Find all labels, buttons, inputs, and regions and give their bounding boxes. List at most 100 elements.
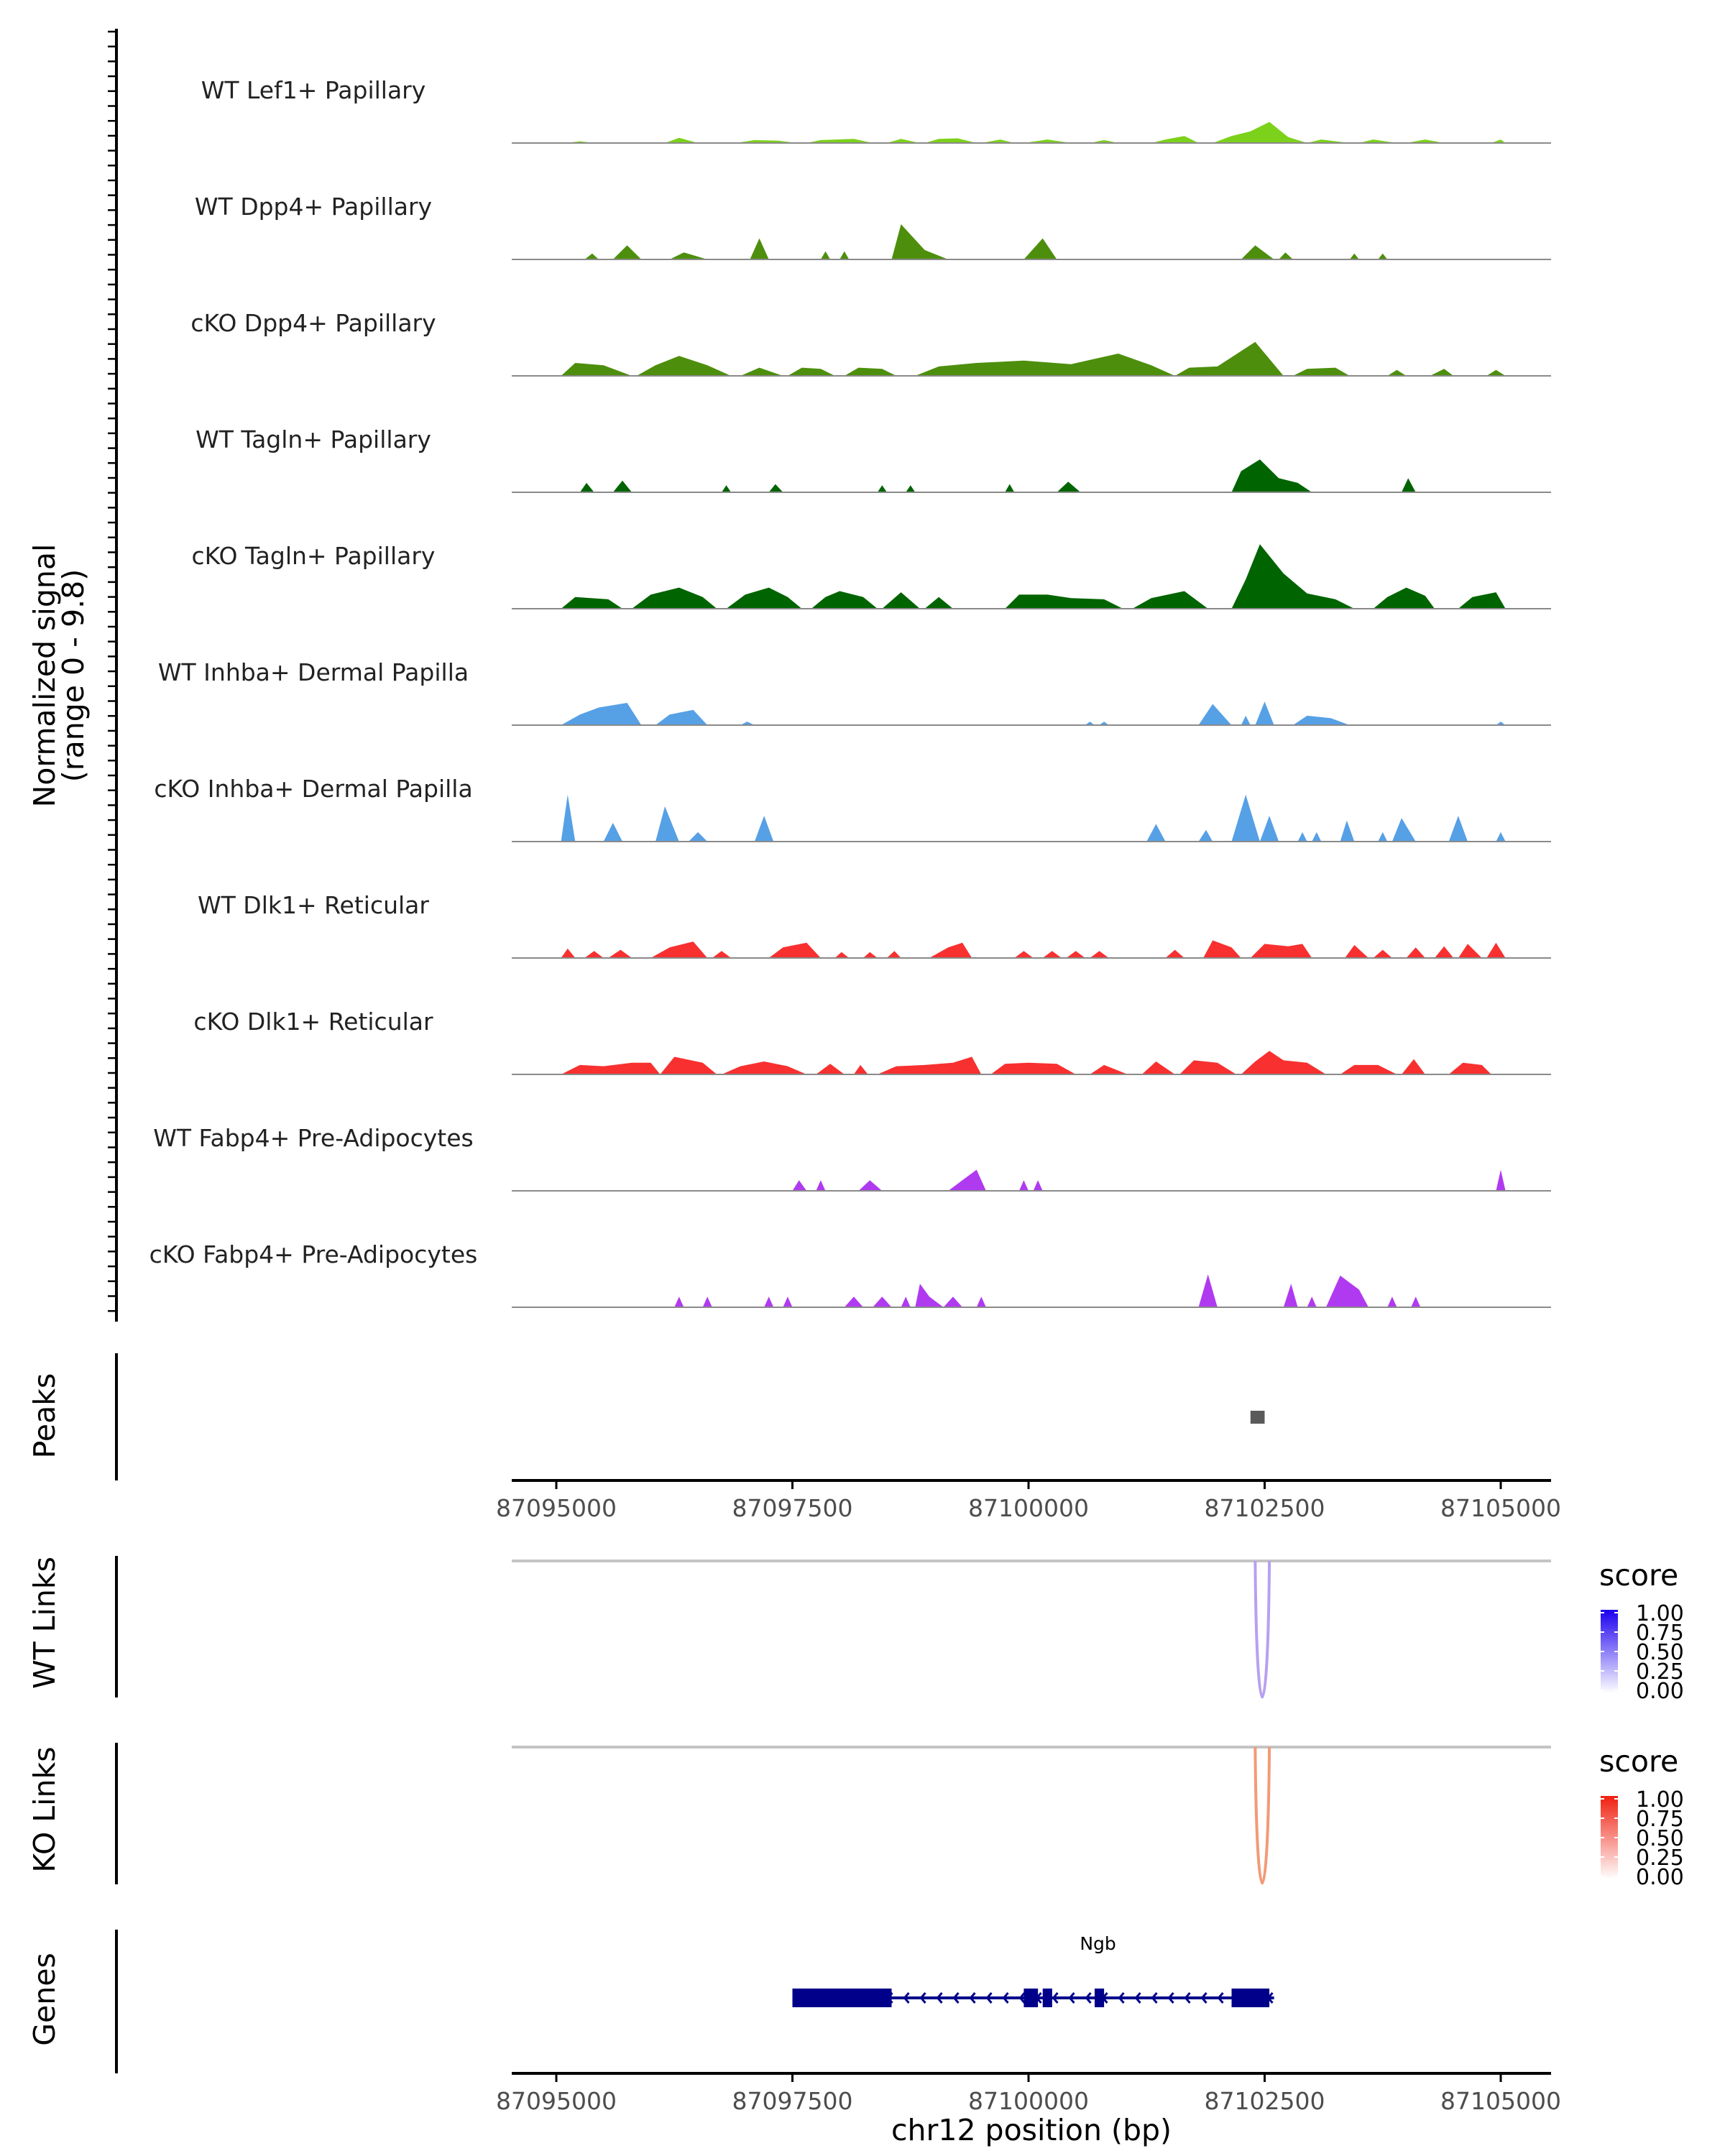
coverage-peak: [608, 949, 632, 958]
coverage-peak: [901, 1296, 911, 1307]
x-tick-label-bottom: 87095000: [496, 2087, 617, 2115]
coverage-track: [512, 1274, 1551, 1308]
coverage-peak: [1458, 592, 1506, 609]
ko-links-label: KO Links: [27, 1746, 62, 1872]
peaks-label: Peaks: [27, 1373, 62, 1459]
strand-chevron: [1118, 1992, 1125, 2004]
coverage-peak: [689, 831, 708, 842]
genes-label: Genes: [27, 1953, 62, 2046]
coverage-peak: [1024, 238, 1057, 259]
coverage-peak: [584, 951, 604, 958]
legend-tick-label: 0.50: [1636, 1640, 1684, 1665]
coverage-peak: [1340, 1064, 1397, 1074]
track-label: WT Fabp4+ Pre-Adipocytes: [153, 1124, 473, 1152]
coverage-peak: [561, 794, 576, 842]
strand-chevron: [1018, 1992, 1026, 2004]
coverage-peak: [877, 485, 887, 492]
coverage-peak: [1411, 1296, 1421, 1307]
track-label: cKO Tagln+ Papillary: [192, 542, 436, 570]
coverage-peak: [1402, 1059, 1425, 1074]
coverage-peak: [1151, 136, 1199, 143]
coverage-peak: [1132, 591, 1208, 609]
coverage-peak: [1279, 252, 1293, 259]
coverage-tracks: [512, 121, 1551, 1308]
coverage-track: [512, 940, 1551, 959]
coverage-peak: [1250, 944, 1312, 958]
coverage-peak: [943, 1296, 962, 1307]
coverage-peak: [1198, 829, 1213, 842]
coverage-peak: [1042, 951, 1062, 958]
strand-chevron: [969, 1992, 976, 2004]
coverage-peak: [1165, 949, 1184, 958]
coverage-peak: [612, 245, 642, 259]
coverage-peak: [735, 139, 798, 143]
link-arc: [1254, 1746, 1271, 1885]
coverage-peak: [1024, 139, 1072, 143]
coverage-peak: [603, 822, 622, 842]
coverage-peak: [1033, 1180, 1043, 1191]
x-tick-label-top: 87100000: [968, 1494, 1089, 1522]
coverage-peak: [844, 1296, 863, 1307]
coverage-peak: [656, 806, 679, 842]
coverage-peak: [740, 722, 755, 725]
coverage-peak: [702, 1296, 712, 1307]
track-label: WT Inhba+ Dermal Papilla: [158, 658, 469, 686]
coverage-peak: [1241, 715, 1251, 725]
coverage-peak: [1435, 946, 1454, 958]
coverage-peak: [1255, 701, 1274, 725]
coverage-peak: [816, 1180, 826, 1191]
coverage-peak: [712, 951, 732, 958]
strand-chevron: [1002, 1992, 1009, 2004]
coverage-peak: [811, 591, 878, 609]
coverage-peak: [1325, 1275, 1368, 1307]
track-label: WT Dlk1+ Reticular: [198, 891, 429, 919]
coverage-peak: [1259, 816, 1279, 842]
x-axis-title: chr12 position (bp): [891, 2113, 1172, 2147]
strand-chevron: [1052, 1992, 1059, 2004]
genes-track: Ngb: [115, 1930, 1274, 2073]
coverage-peak: [1358, 139, 1397, 143]
coverage-peak: [1198, 1274, 1218, 1307]
x-axis-bottom: 87095000 87097500 87100000 87102500 87105000: [496, 2072, 1561, 2115]
coverage-peak: [863, 952, 878, 958]
coverage-peak: [1430, 369, 1454, 376]
coverage-peak: [1496, 1169, 1506, 1191]
coverage-peak: [1491, 139, 1506, 143]
coverage-peak: [1402, 478, 1416, 492]
coverage-peak: [1406, 139, 1445, 143]
coverage-peak: [820, 251, 831, 259]
track-label: WT Tagln+ Papillary: [196, 425, 431, 453]
coverage-peak: [924, 596, 953, 609]
x-tick-label-top: 87102500: [1205, 1494, 1325, 1522]
legend-tick-label: 0.25: [1636, 1659, 1684, 1685]
coverage-track: [512, 459, 1551, 493]
wt-links-legend-title: score: [1599, 1558, 1678, 1593]
wt-links-label: WT Links: [27, 1557, 62, 1689]
track-labels: WT Lef1+ Papillary WT Dpp4+ Papillary cKO …: [150, 76, 478, 1268]
coverage-peak: [783, 1296, 793, 1307]
coverage-peak: [1231, 544, 1355, 609]
coverage-peak: [873, 1296, 892, 1307]
coverage-peak: [915, 354, 1175, 376]
gene-name: Ngb: [1080, 1933, 1116, 1954]
coverage-peak: [1292, 715, 1350, 725]
coverage-peak: [891, 224, 949, 259]
coverage-track: [512, 701, 1551, 726]
coverage-peak: [561, 1062, 661, 1074]
links-tracks: 1.000.750.500.250.001.000.750.500.250.00: [115, 1556, 1684, 1890]
coverage-peak: [656, 709, 708, 725]
coverage-ylabel-line2: (range 0 - 9.8): [56, 569, 91, 782]
track-label: cKO Inhba+ Dermal Papilla: [154, 775, 472, 803]
coverage-peak: [561, 948, 576, 958]
coverage-peak: [768, 942, 821, 958]
coverage-peak: [1066, 951, 1085, 958]
coverage-peak: [1174, 341, 1284, 376]
coverage-peak: [1387, 1296, 1397, 1307]
coverage-peak: [906, 485, 916, 492]
strand-chevron: [903, 1992, 910, 2004]
coverage-peak: [1448, 816, 1468, 842]
coverage-peak: [650, 941, 708, 958]
coverage-track: [512, 794, 1551, 842]
coverage-peak: [1203, 940, 1241, 958]
coverage-peak: [1141, 1061, 1175, 1074]
